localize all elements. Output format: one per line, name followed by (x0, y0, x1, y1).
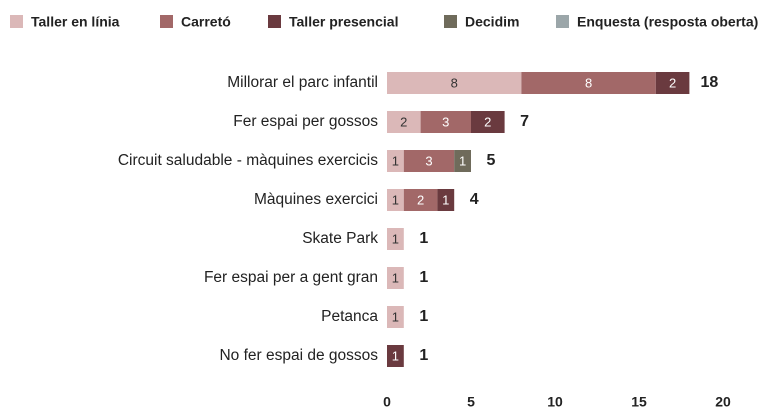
segment-label: 1 (392, 192, 399, 207)
legend-label: Carretó (181, 14, 231, 30)
segment-label: 1 (442, 192, 449, 207)
total-label: 1 (419, 347, 428, 364)
bar-segment (655, 72, 690, 94)
category-label: Fer espai per a gent gran (204, 269, 378, 286)
legend-label: Taller presencial (289, 14, 398, 30)
bar-segment (521, 72, 656, 94)
bar-segment (403, 150, 455, 172)
x-tick-label: 15 (631, 394, 647, 408)
bar-segment (387, 228, 404, 250)
segment-label: 2 (400, 114, 407, 129)
segment-label: 1 (392, 153, 399, 168)
legend-label: Taller en línia (31, 14, 120, 30)
legend-swatch (444, 15, 457, 28)
segment-label: 2 (417, 192, 424, 207)
total-label: 4 (470, 191, 479, 208)
segment-label: 3 (442, 114, 449, 129)
bar-segment (454, 150, 471, 172)
segment-label: 3 (425, 153, 432, 168)
segment-label: 8 (451, 75, 458, 90)
x-tick-label: 20 (715, 394, 731, 408)
bar-segment (387, 189, 404, 211)
bar-segment (403, 189, 438, 211)
legend-swatch (10, 15, 23, 28)
bar-segment (387, 345, 404, 367)
x-tick-label: 0 (383, 394, 391, 408)
category-label: No fer espai de gossos (219, 347, 378, 364)
category-label: Fer espai per gossos (233, 113, 378, 130)
total-label: 1 (419, 308, 428, 325)
category-label: Skate Park (302, 230, 378, 247)
total-label: 1 (419, 269, 428, 286)
segment-label: 1 (459, 153, 466, 168)
total-label: 5 (487, 152, 496, 169)
category-label: Màquines exercici (254, 191, 378, 208)
x-tick-label: 10 (547, 394, 563, 408)
segment-label: 1 (392, 309, 399, 324)
x-tick-label: 5 (467, 394, 475, 408)
segment-label: 2 (669, 75, 676, 90)
total-label: 1 (419, 230, 428, 247)
bar-segment (387, 111, 421, 133)
bar-segment (471, 111, 505, 133)
total-label: 18 (701, 74, 719, 91)
bar-segment (387, 72, 522, 94)
category-label: Millorar el parc infantil (227, 74, 378, 91)
total-label: 7 (520, 113, 529, 130)
segment-label: 1 (392, 270, 399, 285)
segment-label: 2 (484, 114, 491, 129)
segment-label: 1 (392, 231, 399, 246)
legend-swatch (268, 15, 281, 28)
bar-segment (437, 189, 455, 211)
bar-segment (387, 150, 404, 172)
segment-label: 8 (585, 75, 592, 90)
bar-segment (387, 306, 404, 328)
segment-label: 1 (392, 348, 399, 363)
category-label: Circuit saludable - màquines exercicis (118, 152, 378, 169)
legend-label: Decidim (465, 14, 519, 30)
legend-swatch (556, 15, 569, 28)
category-label: Petanca (321, 308, 378, 325)
legend-swatch (160, 15, 173, 28)
bar-segment (387, 267, 404, 289)
bar-segment (420, 111, 471, 133)
legend-label: Enquesta (resposta oberta) (577, 14, 758, 30)
